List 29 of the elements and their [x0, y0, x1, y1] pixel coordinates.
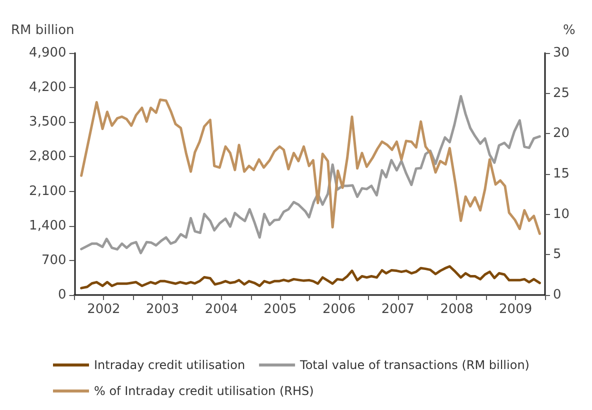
y-tick-label: 2,100	[29, 184, 66, 199]
y2-tick-label: 15	[553, 166, 570, 182]
legend-label: % of Intraday credit utilisation (RHS)	[94, 384, 314, 398]
x-tick-label: 2008	[440, 302, 474, 317]
y2-tick-label: 20	[553, 126, 570, 142]
y-tick-label: 0	[58, 288, 66, 302]
line-series	[80, 265, 541, 290]
y2-tick-label: 5	[553, 247, 562, 262]
y-tick-label: 4,900	[29, 46, 66, 60]
y2-tick-label: 0	[553, 288, 562, 302]
x-tick-label: 2002	[87, 302, 120, 317]
y-axis-title: RM billion	[10, 23, 74, 38]
y2-axis-title: %	[563, 23, 576, 38]
legend-label: Total value of transactions (RM billion)	[299, 358, 530, 372]
legend-label: Intraday credit utilisation	[94, 358, 246, 372]
y-tick-label: 3,500	[29, 114, 66, 130]
x-tick-label: 2006	[322, 302, 356, 317]
y2-tick-label: 10	[553, 206, 570, 222]
x-tick-label: 2005	[264, 302, 297, 317]
x-tick-label: 2004	[204, 302, 238, 317]
x-tick-label: 2009	[499, 302, 532, 317]
x-tick-label: 2003	[146, 302, 180, 317]
y-tick-label: 4,200	[29, 80, 66, 96]
x-tick-label: 2007	[381, 302, 414, 317]
y2-tick-label: 25	[553, 86, 570, 101]
y-tick-label: 700	[41, 252, 66, 268]
y2-tick-label: 30	[553, 46, 570, 60]
y-tick-label: 1,400	[29, 218, 66, 234]
y-tick-label: 2,800	[29, 149, 66, 164]
